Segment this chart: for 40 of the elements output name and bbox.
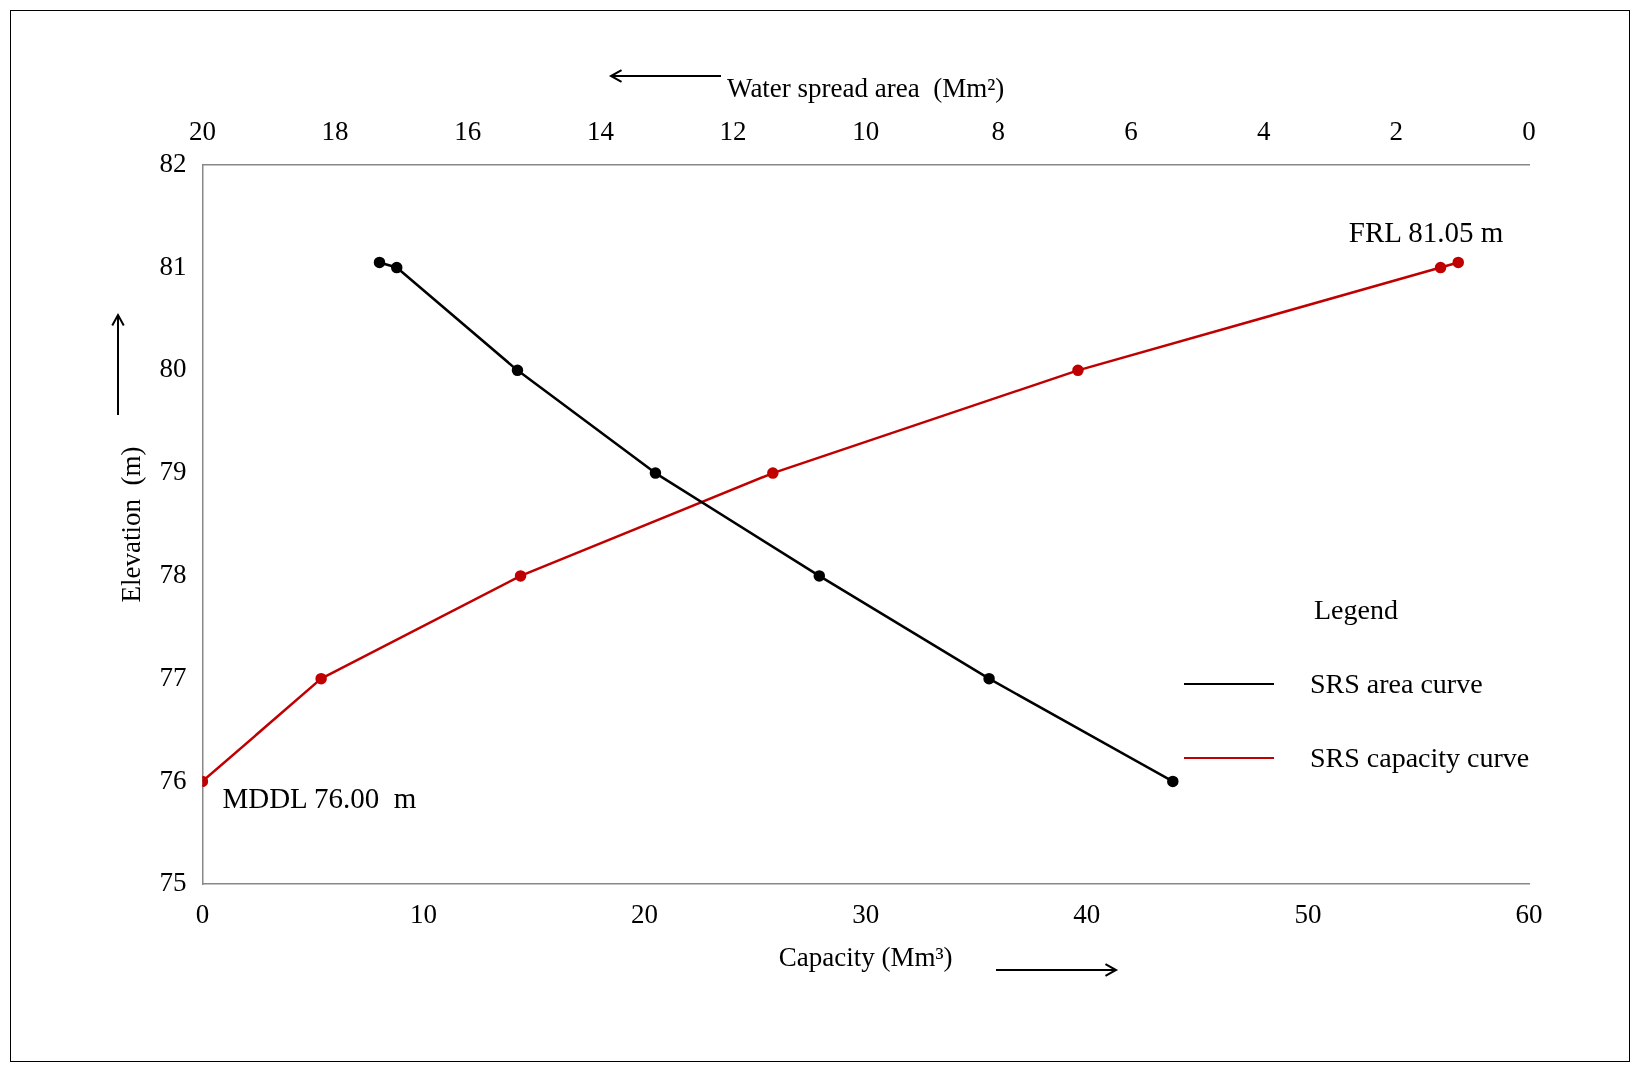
x2-axis-title: Water spread area (Mm²) [727,73,1005,104]
y-tick-label: 77 [159,661,187,692]
x2-tick-label: 6 [1124,115,1138,146]
point [767,467,779,479]
x2-tick-label: 20 [188,115,216,146]
point [514,570,527,582]
y-tick-label: 78 [159,558,187,589]
point [315,672,327,685]
point [1072,364,1084,377]
y-tick-label: 81 [159,250,187,281]
x2-tick-label: 10 [852,115,880,146]
annotation: MDDL 76.00 m [222,781,417,814]
y-axis-title: Elevation (m) [116,446,147,603]
x-tick-label: 60 [1515,899,1543,930]
legend-label: SRS area curve [1310,668,1483,701]
x-tick-label: 0 [195,899,210,930]
legend-title: Legend [1314,594,1399,627]
annotation: FRL 81.05 m [1348,215,1504,248]
x2-tick-label: 2 [1389,115,1404,146]
x-tick-label: 10 [410,899,437,930]
legend-label: SRS capacity curve [1310,742,1530,775]
point [1434,261,1447,274]
y-tick-label: 80 [159,353,187,384]
x-tick-label: 30 [852,899,880,930]
y-tick-label: 75 [159,867,187,898]
x2-tick-label: 14 [586,115,615,146]
point [1452,256,1464,269]
x-tick-label: 50 [1294,899,1322,930]
x2-tick-label: 16 [454,115,482,146]
y-tick-label: 76 [159,764,187,795]
x2-tick-label: 12 [719,115,747,146]
y-tick-label: 79 [159,456,187,487]
x-axis-title: Capacity (Mm³) [778,941,953,972]
y-tick-label: 82 [159,147,187,178]
x2-tick-label: 8 [991,115,1006,146]
x-tick-label: 20 [631,899,659,930]
x2-tick-label: 4 [1256,115,1271,146]
x2-tick-label: 18 [321,115,349,146]
x-tick-label: 40 [1073,899,1101,930]
x2-tick-label: 0 [1522,115,1536,146]
